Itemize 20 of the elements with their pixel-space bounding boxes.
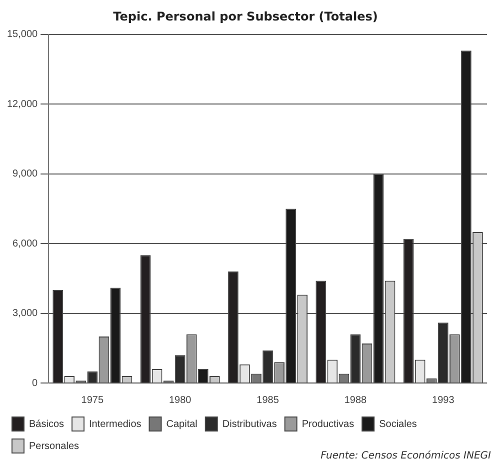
chart-title: Tepic. Personal por Subsector (Totales) [113,9,378,24]
legend-label: Personales [29,440,80,452]
x-tick-label: 1988 [344,394,368,406]
x-tick-label: 1975 [81,394,104,406]
legend-label: Sociales [379,418,417,430]
legend-label: Intermedios [89,418,142,430]
y-tick-label: 0 [32,378,38,389]
y-tick-label: 12,000 [6,98,38,110]
y-tick-label: 15,000 [6,29,38,40]
y-tick-label: 9,000 [12,168,38,180]
x-tick-label: 1985 [256,394,280,406]
y-tick-label: 3,000 [12,308,38,320]
legend-label: Distributivas [222,418,277,430]
y-tick-label: 6,000 [12,238,38,250]
x-tick-label: 1980 [168,394,192,406]
legend-label: Básicos [29,418,64,430]
source-note: Fuente: Censos Económicos INEGI [320,450,492,462]
x-tick-label: 1993 [432,394,455,406]
legend-label: Capital [166,418,198,430]
legend-label: Productivas [302,418,354,430]
